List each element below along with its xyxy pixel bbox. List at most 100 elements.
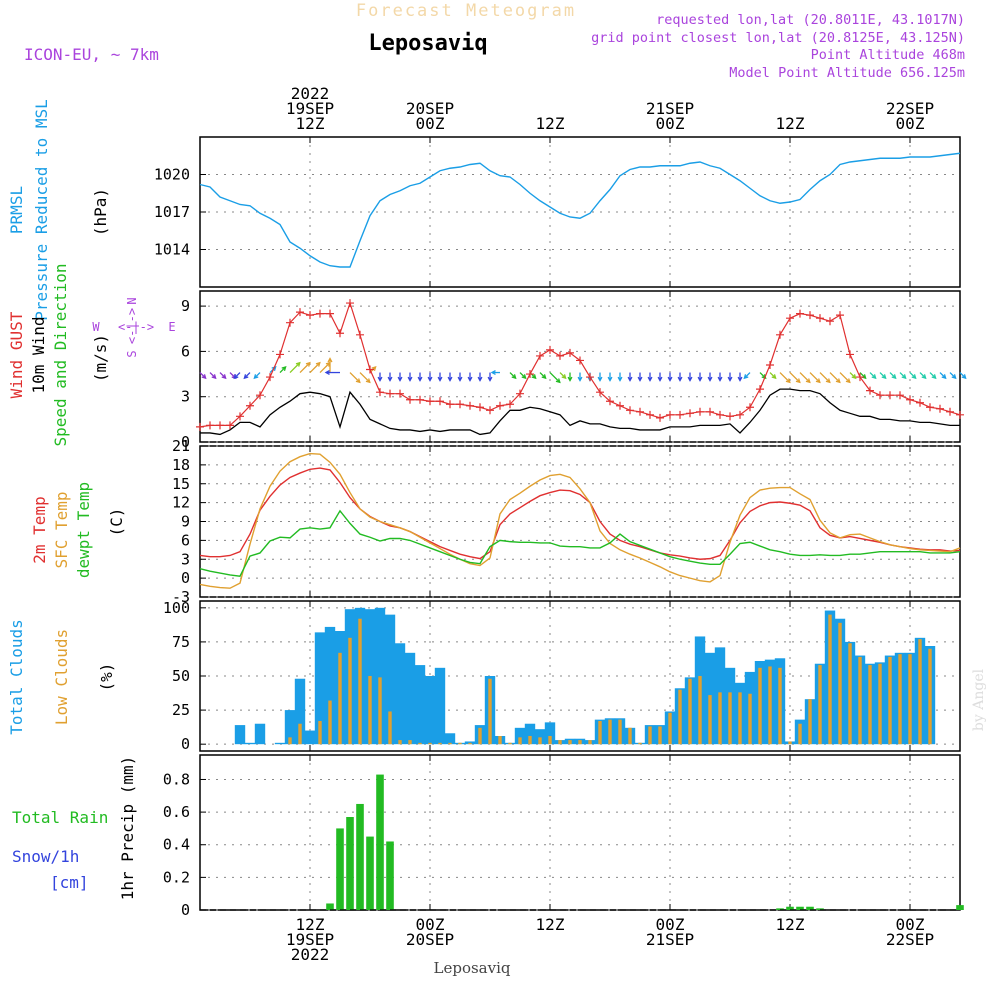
wind-gust-marker — [466, 401, 474, 410]
panels: 1014101710200369-30369121518210255075100… — [154, 136, 967, 919]
wind-arrow — [919, 372, 927, 380]
time-label: 22SEP — [886, 930, 934, 949]
total-cloud-bar — [434, 667, 446, 745]
wind-arrow — [407, 372, 413, 382]
low-cloud-bar — [498, 736, 502, 745]
low-cloud-bar — [478, 727, 482, 745]
wind-arrow — [597, 372, 603, 382]
wind-gust-marker — [776, 330, 784, 339]
wind-arrow — [819, 372, 831, 384]
wind-gust-marker — [606, 397, 614, 406]
wind-arrow-shaft — [349, 372, 361, 383]
wind-arrow-head — [305, 361, 311, 367]
y-tick-label: 3 — [181, 550, 190, 568]
wind-gust-marker — [896, 391, 904, 400]
panel-clouds: 0 25 50 75 100 — [163, 599, 961, 753]
wind-arrow — [299, 361, 311, 373]
y-tick-label: 75 — [172, 633, 190, 651]
wind-arrow-head — [447, 376, 453, 382]
total-cloud-bar — [424, 676, 436, 745]
wind-arrow — [617, 372, 623, 382]
panel-precip: 0 0.2 0.4 0.6 0.8 — [163, 754, 964, 919]
wind-gust-marker — [476, 403, 484, 412]
low-cloud-bar — [388, 711, 392, 745]
compass-n: N — [125, 297, 139, 304]
time-label: 21SEP — [646, 930, 694, 949]
total-cloud-bar — [304, 730, 316, 745]
wind-gust-marker — [626, 406, 634, 415]
wind-gust-marker — [436, 397, 444, 406]
wind-arrow-head — [295, 361, 301, 367]
wind-gust-marker — [796, 309, 804, 318]
wind-gust-marker — [346, 299, 354, 308]
panel-frame — [199, 754, 961, 911]
model-label: ICON-EU, ~ 7km — [24, 45, 159, 64]
wind-gust-marker — [496, 401, 504, 410]
wind-arrow — [437, 372, 443, 382]
y-tick-label: -3 — [172, 588, 190, 606]
low-cloud-bar — [898, 654, 902, 745]
wind-gust-marker — [256, 391, 264, 400]
y-tick-label: 0 — [181, 901, 190, 919]
wind-arrow-shaft — [809, 372, 821, 383]
wind-arrow-head — [667, 376, 673, 382]
model-altitude: Model Point Altitude 656.125m — [729, 65, 965, 81]
wind-arrow-head — [531, 374, 537, 380]
low-cloud-bar — [398, 740, 402, 745]
low-cloud-bar — [428, 742, 432, 745]
wind-arrow-head — [377, 376, 383, 382]
wind-gust-marker — [456, 400, 464, 409]
wind-arrow — [909, 372, 917, 380]
wind-arrow — [377, 372, 383, 382]
wind-arrow — [427, 372, 433, 382]
wind-arrow-head — [477, 376, 483, 382]
wind-arrow — [849, 372, 857, 380]
y-tick-label: 0.6 — [163, 803, 190, 821]
time-label: 00Z — [656, 915, 685, 934]
low-cloud-bar — [778, 667, 782, 745]
wind-arrow — [549, 372, 561, 384]
low-cloud-bar — [918, 639, 922, 745]
low-cloud-bar — [818, 665, 822, 745]
wind-arrow-head — [743, 374, 749, 380]
wind-arrow — [697, 372, 703, 382]
total-cloud-bar — [534, 729, 546, 745]
precip-legend-label: Total Rain — [12, 808, 108, 827]
wind-gust-marker — [316, 309, 324, 318]
wind-gust-marker — [486, 406, 494, 415]
y-tick-label: 21 — [172, 437, 190, 455]
rain-bar — [386, 841, 394, 910]
total-cloud-bar — [374, 607, 386, 745]
wind-arrow — [687, 372, 693, 382]
wind-arrow-shaft — [829, 372, 841, 383]
low-cloud-bar — [848, 643, 852, 745]
low-cloud-bar — [548, 736, 552, 745]
low-cloud-bar — [578, 740, 582, 745]
wind-arrow — [607, 372, 613, 382]
side-label: 10m Wind — [29, 316, 48, 393]
closest-coords: grid point closest lon,lat (20.8125E, 43… — [591, 30, 965, 46]
low-cloud-bar — [738, 692, 742, 745]
low-cloud-bar — [658, 726, 662, 745]
wind-gust-marker — [646, 410, 654, 419]
low-cloud-bar — [488, 678, 492, 745]
wind-arrow-shaft — [319, 362, 331, 373]
wind-arrow-head — [687, 376, 693, 382]
wind-arrow — [359, 372, 371, 384]
total-cloud-bar — [314, 632, 326, 745]
wind-arrow-head — [577, 376, 583, 382]
precip-axis-label: 1hr Precip (mm) — [118, 756, 137, 901]
time-label: 12Z — [536, 114, 565, 133]
wind-arrow-head — [727, 376, 733, 382]
time-label: 12Z — [296, 915, 325, 934]
wind-arrow-head — [271, 365, 277, 371]
wind-arrow — [309, 361, 321, 373]
wind-arrow — [279, 365, 287, 373]
wind-gust-marker — [926, 403, 934, 412]
wind-gust-marker — [396, 389, 404, 398]
total-cloud-bar — [294, 678, 306, 745]
footer-location: Leposaviq — [434, 959, 511, 977]
wind-arrow — [743, 372, 751, 380]
